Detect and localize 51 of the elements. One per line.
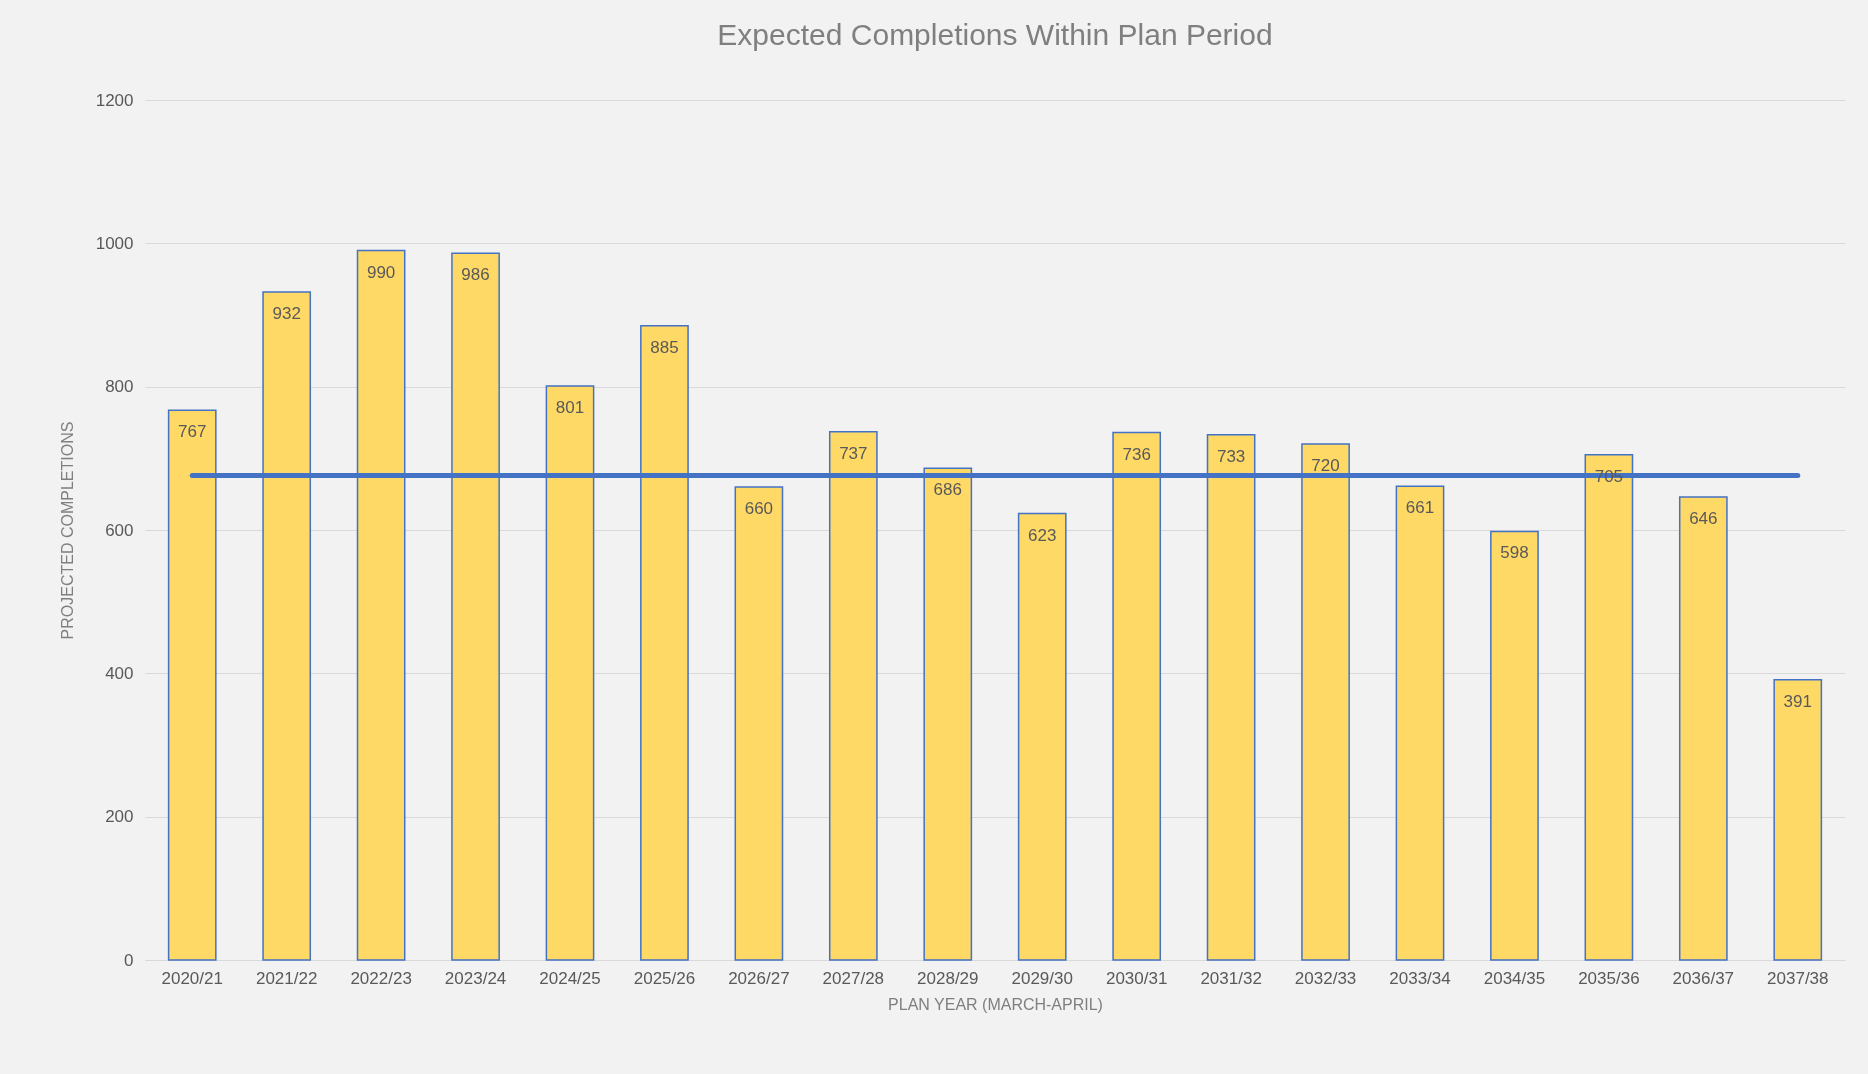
- x-tick-label: 2037/38: [1767, 968, 1829, 988]
- data-label: 986: [461, 265, 490, 285]
- x-tick-label: 2027/28: [822, 968, 885, 988]
- data-label: 801: [555, 397, 585, 417]
- data-label: 646: [1689, 509, 1718, 529]
- data-label: 623: [1028, 525, 1057, 545]
- data-label: 885: [650, 337, 679, 357]
- data-label: 660: [744, 499, 774, 518]
- data-label: 737: [839, 443, 868, 463]
- x-tick-label: 2035/36: [1578, 968, 1640, 988]
- x-tick-label: 2030/31: [1105, 968, 1168, 988]
- x-axis-title: PLAN YEAR (MARCH-APRIL): [888, 995, 1103, 1013]
- data-label: 598: [1500, 543, 1529, 563]
- x-tick-label: 2025/26: [633, 968, 696, 988]
- x-tick-label: 2028/29: [917, 968, 979, 988]
- y-tick-label: 400: [105, 663, 134, 683]
- data-label: 720: [1311, 456, 1340, 475]
- chart-title: Expected Completions Within Plan Period: [717, 18, 1273, 51]
- bar: [1773, 679, 1823, 961]
- x-tick-label: 2032/33: [1294, 968, 1357, 988]
- bar: [1490, 530, 1539, 961]
- x-tick-label: 2022/23: [350, 968, 412, 988]
- x-tick-label: 2020/21: [161, 968, 223, 988]
- y-tick-label: 1200: [95, 90, 134, 110]
- y-tick-label: 0: [124, 950, 134, 970]
- data-label: 661: [1405, 498, 1435, 518]
- data-label: 767: [178, 422, 207, 442]
- y-axis-title: PROJECTED COMPLETIONS: [58, 421, 76, 640]
- data-label: 686: [933, 480, 962, 500]
- x-tick-label: 2034/35: [1483, 968, 1546, 988]
- data-label: 733: [1216, 446, 1246, 466]
- bar: [1017, 512, 1067, 961]
- y-tick-label: 800: [105, 377, 134, 397]
- bar: [1678, 496, 1728, 961]
- x-tick-label: 2029/30: [1011, 968, 1073, 988]
- x-tick-label: 2021/22: [255, 968, 318, 988]
- data-label: 932: [272, 304, 301, 324]
- x-tick-label: 2023/24: [444, 968, 507, 988]
- data-label: 736: [1122, 444, 1151, 464]
- x-tick-label: 2036/37: [1672, 968, 1735, 988]
- x-tick-label: 2024/25: [539, 968, 601, 988]
- data-label: 990: [366, 262, 396, 282]
- bar: [1395, 485, 1445, 961]
- data-label: 391: [1783, 691, 1812, 711]
- y-tick-label: 600: [105, 520, 134, 540]
- y-tick-label: 200: [105, 807, 134, 827]
- bar: [734, 486, 784, 961]
- x-tick-label: 2031/32: [1200, 968, 1262, 988]
- y-tick-label: 1000: [95, 233, 134, 253]
- x-tick-label: 2026/27: [728, 968, 790, 988]
- x-tick-label: 2033/34: [1389, 968, 1451, 988]
